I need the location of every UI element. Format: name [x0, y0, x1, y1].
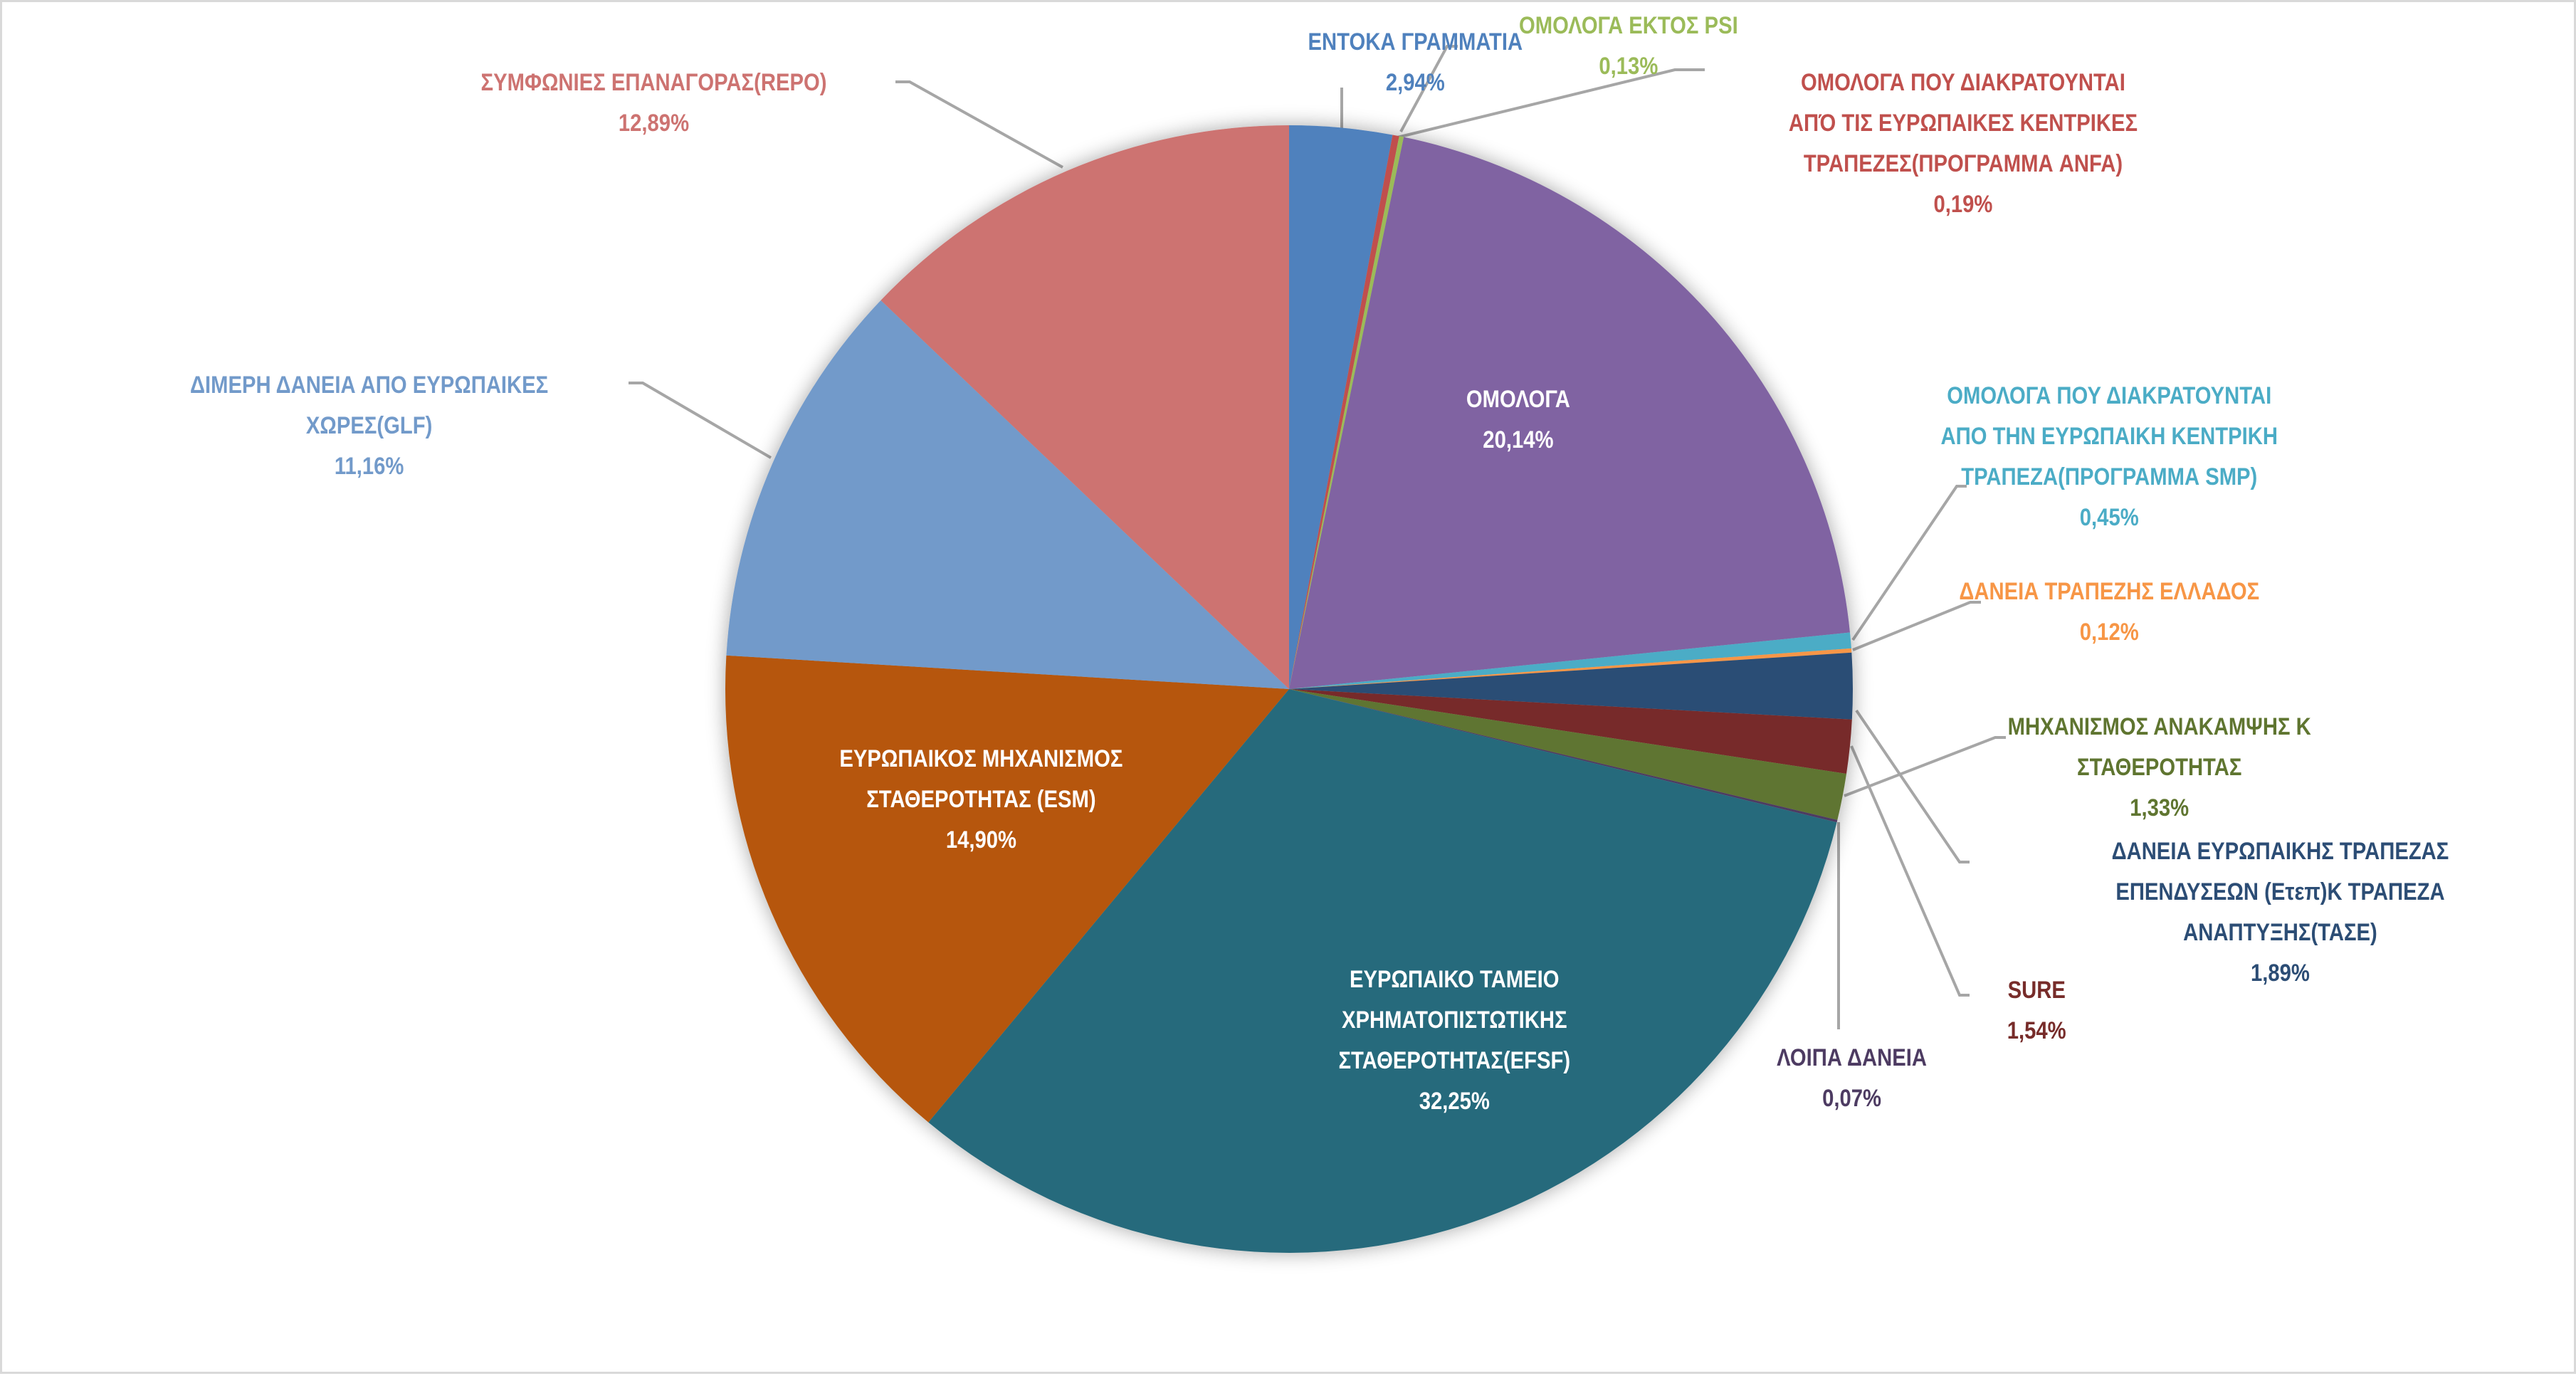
leader-line-sure	[1850, 745, 1970, 997]
pie-slice-eib	[1289, 652, 1853, 720]
data-label-category: ΛΟΙΠΑ ΔΑΝΕΙΑ	[1776, 1044, 1927, 1071]
data-label-category: ΟΜΟΛΟΓΑ	[1466, 386, 1570, 413]
data-label-category: ΧΩΡΕΣ(GLF)	[305, 412, 432, 439]
data-label-entoka: ΕΝΤΟΚΑ ΓΡΑΜΜΑΤΙΑ 2,94%	[1308, 22, 1523, 103]
data-label-esm: ΕΥΡΩΠΑΙΚΟΣ ΜΗΧΑΝΙΣΜΟΣ ΣΤΑΘΕΡΟΤΗΤΑΣ (ESM) 1…	[839, 739, 1123, 861]
pie-slice-rrf	[1289, 689, 1847, 820]
data-label-category: ΟΜΟΛΟΓΑ ΠΟΥ ΔΙΑΚΡΑΤΟΥΝΤΑΙ	[1800, 69, 2125, 96]
leader-lines	[629, 45, 2006, 1029]
pie-slice-efsf	[928, 689, 1837, 1253]
data-label-percent: 0,12%	[2079, 619, 2139, 646]
leader-line-repo	[895, 80, 1063, 169]
pie-slice-esm	[725, 655, 1289, 1123]
leader-line-anfa	[1397, 68, 1705, 139]
data-label-percent: 0,19%	[1933, 191, 1993, 218]
data-label-category: ΣΤΑΘΕΡΟΤΗΤΑΣ	[2076, 754, 2241, 781]
data-label-percent: 0,07%	[1821, 1085, 1881, 1112]
pie-slices	[725, 125, 1853, 1253]
pie-slice-bog	[1289, 648, 1852, 689]
data-label-category: ΜΗΧΑΝΙΣΜΟΣ ΑΝΑΚΑΜΨΗΣ Κ	[2007, 713, 2311, 740]
leader-line-eib	[1855, 709, 1970, 863]
data-label-rrf: ΜΗΧΑΝΙΣΜΟΣ ΑΝΑΚΑΜΨΗΣ Κ ΣΤΑΘΕΡΟΤΗΤΑΣ 1,33%	[2007, 707, 2310, 829]
leader-line-psi	[1399, 45, 1458, 132]
data-label-bog: ΔΑΝΕΙΑ ΤΡΑΠΕΖΗΣ ΕΛΛΑΔΟΣ 0,12%	[1959, 572, 2259, 653]
data-label-category: ΧΡΗΜΑΤΟΠΙΣΤΩΤΙΚΗΣ	[1341, 1007, 1567, 1034]
pie-slice-smp	[1289, 632, 1851, 689]
data-label-percent: 2,94%	[1385, 69, 1445, 96]
data-label-category: ΕΠΕΝΔΥΣΕΩΝ (Ετεπ)Κ ΤΡΑΠΕΖΑ	[2115, 878, 2445, 905]
pie-slice-repo	[880, 125, 1289, 689]
data-label-category: SURE	[2007, 977, 2066, 1004]
pie-slice-loipa	[1289, 689, 1838, 823]
data-label-repo: ΣΥΜΦΩΝΙΕΣ ΕΠΑΝΑΓΟΡΑΣ(REPO) 12,89%	[480, 63, 826, 144]
data-label-percent: 1,33%	[2129, 794, 2189, 821]
data-label-eib: ΔΑΝΕΙΑ ΕΥΡΩΠΑΙΚΗΣ ΤΡΑΠΕΖΑΣ ΕΠΕΝΔΥΣΕΩΝ (Ετ…	[2111, 831, 2449, 994]
data-label-sure: SURE 1,54%	[2007, 970, 2066, 1051]
data-label-percent: 1,89%	[2250, 960, 2310, 987]
pie-slice-psi	[1289, 136, 1404, 689]
leader-line-glf	[629, 382, 772, 459]
data-label-category: ΑΝΑΠΤΥΞΗΣ(ΤΑΣΕ)	[2182, 919, 2377, 946]
data-label-percent: 1,54%	[2007, 1017, 2066, 1044]
data-label-category: ΤΡΑΠΕΖΑ(ΠΡΟΓΡΑΜΜΑ SMP)	[1960, 463, 2257, 490]
data-label-percent: 32,25%	[1419, 1088, 1490, 1115]
data-label-category: ΕΥΡΩΠΑΙΚΟ ΤΑΜΕΙΟ	[1349, 966, 1560, 993]
data-label-category: ΤΡΑΠΕΖΕΣ(ΠΡΟΓΡΑΜΜΑ ANFA)	[1803, 150, 2123, 177]
leader-line-smp	[1851, 485, 1967, 641]
pie-slice-entoka	[1289, 125, 1393, 689]
data-label-psi: ΟΜΟΛΟΓΑ ΕΚΤΟΣ PSI 0,13%	[1519, 6, 1738, 87]
data-label-category: ΕΝΤΟΚΑ ΓΡΑΜΜΑΤΙΑ	[1308, 28, 1523, 56]
data-label-smp: ΟΜΟΛΟΓΑ ΠΟΥ ΔΙΑΚΡΑΤΟΥΝΤΑΙ ΑΠΟ ΤΗΝ ΕΥΡΩΠΑΙ…	[1940, 376, 2277, 538]
data-label-category: ΕΥΡΩΠΑΙΚΟΣ ΜΗΧΑΝΙΣΜΟΣ	[838, 745, 1123, 772]
data-label-glf: ΔΙΜΕΡΗ ΔΑΝΕΙΑ ΑΠΟ ΕΥΡΩΠΑΙΚΕΣ ΧΩΡΕΣ(GLF) 11…	[189, 365, 547, 487]
leader-line-rrf	[1844, 736, 2006, 797]
pie-slice-omologa	[1289, 137, 1850, 689]
data-label-percent: 11,16%	[334, 453, 404, 480]
pie-slice-glf	[726, 300, 1289, 689]
data-label-percent: 0,45%	[2079, 504, 2139, 531]
data-label-category: ΟΜΟΛΟΓΑ ΕΚΤΟΣ PSI	[1519, 12, 1738, 39]
data-label-percent: 14,90%	[945, 826, 1016, 854]
data-label-category: ΔΙΜΕΡΗ ΔΑΝΕΙΑ ΑΠΟ ΕΥΡΩΠΑΙΚΕΣ	[189, 372, 548, 399]
data-label-category: ΣΥΜΦΩΝΙΕΣ ΕΠΑΝΑΓΟΡΑΣ(REPO)	[480, 69, 826, 96]
pie-slice-anfa	[1289, 135, 1399, 690]
pie-slice-sure	[1289, 689, 1852, 774]
data-label-anfa: ΟΜΟΛΟΓΑ ΠΟΥ ΔΙΑΚΡΑΤΟΥΝΤΑΙ ΑΠΌ ΤΙΣ ΕΥΡΩΠΑΙ…	[1789, 63, 2138, 225]
leader-line-bog	[1852, 601, 1981, 651]
data-label-category: ΑΠΌ ΤΙΣ ΕΥΡΩΠΑΙΚΕΣ ΚΕΝΤΡΙΚΕΣ	[1788, 110, 2138, 137]
data-label-category: ΔΑΝΕΙΑ ΕΥΡΩΠΑΙΚΗΣ ΤΡΑΠΕΖΑΣ	[2111, 838, 2449, 865]
data-label-category: ΣΤΑΘΕΡΟΤΗΤΑΣ(EFSF)	[1338, 1047, 1570, 1074]
data-label-percent: 0,13%	[1599, 53, 1658, 80]
data-label-category: ΟΜΟΛΟΓΑ ΠΟΥ ΔΙΑΚΡΑΤΟΥΝΤΑΙ	[1946, 382, 2271, 409]
data-label-category: ΔΑΝΕΙΑ ΤΡΑΠΕΖΗΣ ΕΛΛΑΔΟΣ	[1958, 578, 2259, 605]
data-label-category: ΑΠΟ ΤΗΝ ΕΥΡΩΠΑΙΚΗ ΚΕΝΤΡΙΚΗ	[1940, 423, 2278, 450]
data-label-percent: 12,89%	[618, 110, 689, 137]
data-label-category: ΣΤΑΘΕΡΟΤΗΤΑΣ (ESM)	[866, 786, 1096, 813]
data-label-percent: 20,14%	[1483, 426, 1554, 453]
data-label-loipa: ΛΟΙΠΑ ΔΑΝΕΙΑ 0,07%	[1777, 1038, 1927, 1119]
data-label-omologa: ΟΜΟΛΟΓΑ 20,14%	[1466, 379, 1570, 461]
data-label-efsf: ΕΥΡΩΠΑΙΚΟ ΤΑΜΕΙΟ ΧΡΗΜΑΤΟΠΙΣΤΩΤΙΚΗΣ ΣΤΑΘΕΡΟ…	[1338, 960, 1570, 1122]
